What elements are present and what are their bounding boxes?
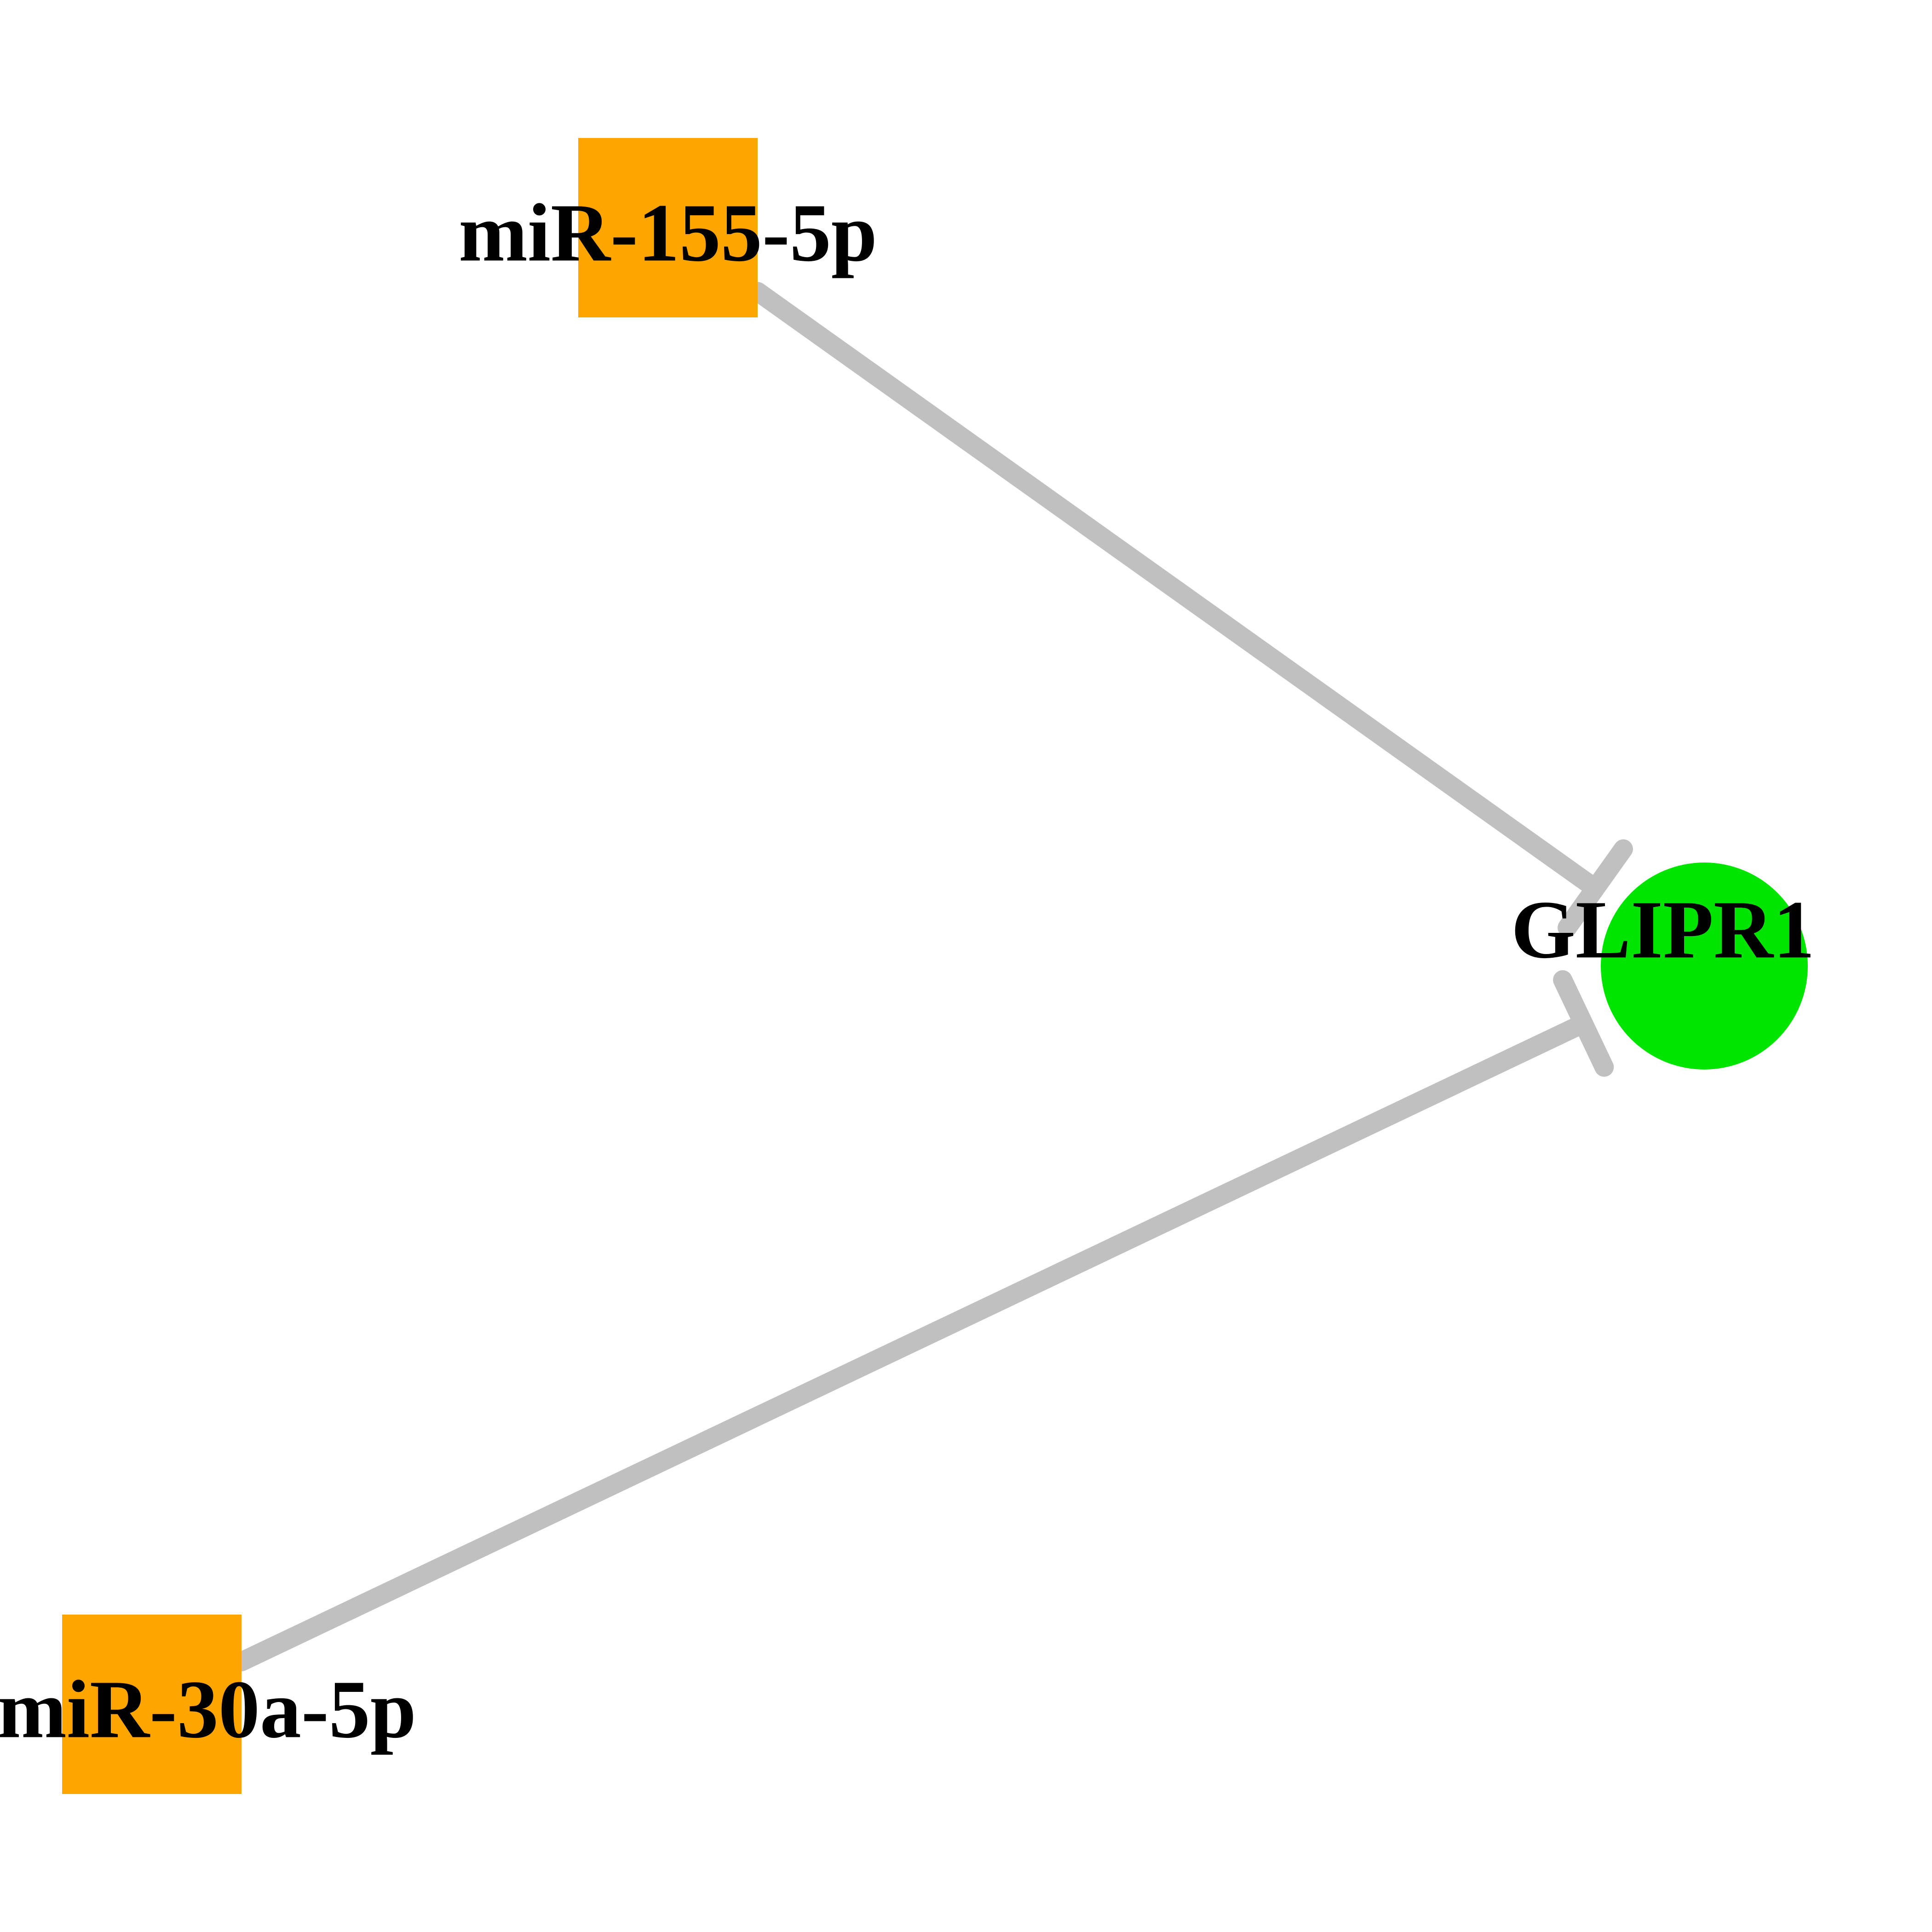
node-label-mir155: miR-155-5p <box>459 187 877 278</box>
edge-mir30a-glipr1 <box>242 1024 1583 1662</box>
node-label-mir30a: miR-30a-5p <box>0 1663 416 1755</box>
network-diagram: miR-155-5p miR-30a-5p GLIPR1 <box>0 0 1932 1932</box>
node-label-glipr1: GLIPR1 <box>1511 884 1815 975</box>
edges-group <box>242 292 1623 1662</box>
labels-group: miR-155-5p miR-30a-5p GLIPR1 <box>0 187 1815 1755</box>
edge-mir155-glipr1 <box>758 292 1595 888</box>
